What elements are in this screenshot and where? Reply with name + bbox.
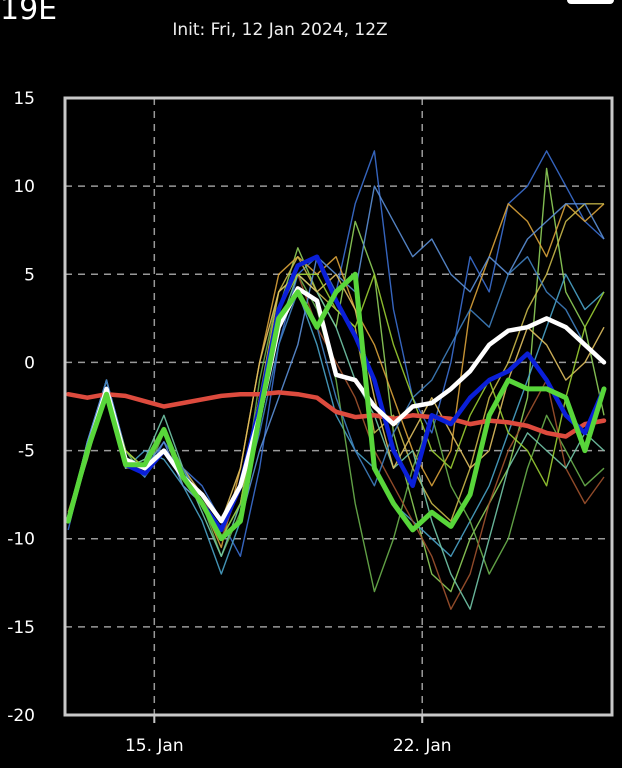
series-line-2 xyxy=(65,286,607,524)
y-tick-label: 5 xyxy=(24,265,35,285)
y-tick-label: -20 xyxy=(7,706,35,726)
series-line-1 xyxy=(65,254,607,533)
series-line-0 xyxy=(65,390,607,439)
menu-button[interactable] xyxy=(567,0,614,4)
init-time-label: Init: Fri, 12 Jan 2024, 12Z xyxy=(172,20,388,40)
y-tick-label: -5 xyxy=(18,442,35,462)
y-tick-label: 0 xyxy=(24,353,35,373)
ensemble-member-line xyxy=(67,273,605,593)
y-axis: 15 10 5 0 -5 -10 -15 -20 xyxy=(7,89,35,726)
x-tick-label: 22. Jan xyxy=(393,736,452,756)
y-tick-label: -10 xyxy=(7,530,35,550)
x-tick-label: 15. Jan xyxy=(125,736,184,756)
ensemble-member-line xyxy=(67,273,605,540)
gridlines xyxy=(65,98,612,715)
ensemble-member-line xyxy=(67,273,605,610)
y-tick-label: 10 xyxy=(13,177,35,197)
location-label: 19E xyxy=(0,0,58,27)
plot-frame xyxy=(63,96,614,717)
y-tick-label: -15 xyxy=(7,618,35,638)
x-axis: 15. Jan 22. Jan xyxy=(125,715,452,756)
y-tick-label: 15 xyxy=(13,89,35,109)
series-line-3 xyxy=(65,271,607,542)
main-series xyxy=(65,254,607,542)
ensemble-member-line xyxy=(67,150,605,557)
ensemble-members xyxy=(67,150,605,610)
